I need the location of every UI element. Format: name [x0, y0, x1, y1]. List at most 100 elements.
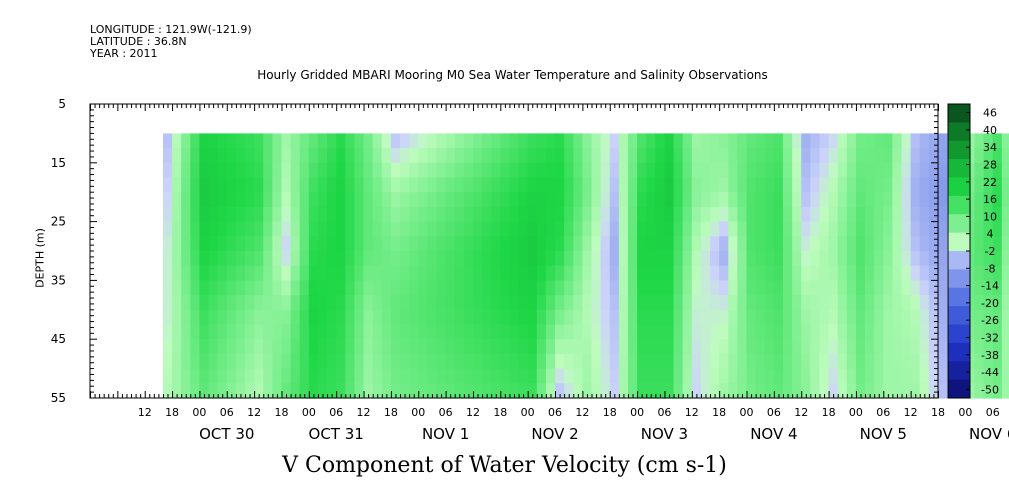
x-hour-label: 00	[958, 406, 972, 419]
heatmap-cell	[1001, 133, 1009, 149]
colorbar-label: 46	[983, 107, 997, 120]
heatmap-cell	[1001, 148, 1009, 164]
heatmap-cell	[172, 148, 182, 164]
heatmap-cell	[728, 295, 738, 311]
heatmap-cell	[1001, 339, 1009, 355]
heatmap-cell	[281, 133, 292, 149]
heatmap-cell	[409, 192, 419, 208]
x-hour-label: 06	[220, 406, 234, 419]
heatmap-cell	[719, 383, 729, 399]
heatmap-cell	[746, 162, 757, 179]
heatmap-cell	[865, 177, 875, 193]
heatmap-cell	[764, 309, 775, 326]
heatmap-cell	[637, 177, 647, 193]
heatmap-cell	[418, 324, 428, 340]
heatmap-cell	[719, 162, 729, 179]
heatmap-cell	[655, 148, 666, 164]
x-hour-label: 12	[904, 406, 918, 419]
heatmap-cell	[719, 192, 729, 208]
heatmap-cell	[846, 148, 857, 164]
heatmap-cell	[673, 265, 684, 281]
heatmap-cell	[217, 221, 228, 237]
heatmap-cell	[928, 265, 939, 281]
heatmap-cell	[555, 177, 565, 193]
heatmap-cell	[865, 265, 875, 281]
heatmap-cell	[482, 309, 492, 326]
heatmap-cell	[345, 177, 356, 193]
heatmap-cell	[819, 295, 830, 311]
heatmap-cell	[327, 192, 337, 208]
heatmap-cell	[855, 177, 866, 193]
heatmap-cell	[837, 177, 848, 193]
heatmap-cell	[746, 206, 757, 223]
heatmap-cell	[773, 324, 784, 340]
heatmap-cell	[664, 324, 675, 340]
heatmap-cell	[245, 162, 255, 179]
heatmap-cell	[235, 280, 246, 296]
heatmap-cell	[573, 177, 583, 193]
heatmap-cell	[472, 295, 483, 311]
heatmap-cell	[883, 383, 894, 399]
heatmap-cell	[892, 206, 903, 223]
x-hour-label: 12	[466, 406, 480, 419]
heatmap-cell	[919, 383, 930, 399]
heatmap-cell	[181, 221, 191, 237]
heatmap-cell	[855, 353, 866, 370]
heatmap-cell	[837, 206, 848, 223]
colorbar-label: 16	[983, 193, 997, 206]
heatmap-cell	[427, 309, 438, 326]
heatmap-cell	[810, 221, 821, 237]
heatmap-cell	[846, 383, 857, 399]
heatmap-cell	[263, 177, 273, 193]
heatmap-cell	[655, 339, 666, 355]
heatmap-cell	[181, 368, 191, 384]
heatmap-cell	[664, 221, 675, 237]
heatmap-cell	[308, 162, 319, 179]
heatmap-cell	[491, 206, 501, 223]
heatmap-cell	[928, 339, 939, 355]
heatmap-cell	[199, 236, 210, 252]
heatmap-cell	[509, 265, 520, 281]
heatmap-cell	[336, 339, 346, 355]
heatmap-cell	[254, 177, 264, 193]
heatmap-cell	[938, 192, 948, 208]
heatmap-cell	[254, 368, 264, 384]
heatmap-cell	[673, 295, 684, 311]
heatmap-cell	[327, 295, 337, 311]
heatmap-cell	[637, 236, 647, 252]
heatmap-cell	[691, 221, 702, 237]
heatmap-cell	[928, 177, 939, 193]
heatmap-cell	[172, 368, 182, 384]
heatmap-cell	[381, 251, 392, 267]
heatmap-cell	[928, 206, 939, 223]
heatmap-cell	[910, 133, 921, 149]
heatmap-cell	[728, 309, 738, 326]
heatmap-cell	[600, 251, 611, 267]
heatmap-cell	[317, 221, 328, 237]
heatmap-cell	[390, 353, 401, 370]
heatmap-cell	[801, 309, 811, 326]
heatmap-cell	[983, 295, 994, 311]
heatmap-cell	[746, 295, 757, 311]
heatmap-cell	[919, 368, 930, 384]
heatmap-cell	[308, 353, 319, 370]
heatmap-cell	[390, 206, 401, 223]
heatmap-cell	[172, 133, 182, 149]
heatmap-cell	[500, 236, 511, 252]
heatmap-cell	[509, 309, 520, 326]
heatmap-cell	[555, 324, 565, 340]
heatmap-cell	[801, 148, 811, 164]
heatmap-cell	[755, 162, 766, 179]
heatmap-cell	[746, 339, 757, 355]
heatmap-cell	[235, 295, 246, 311]
heatmap-cell	[792, 221, 802, 237]
heatmap-cell	[664, 236, 675, 252]
heatmap-cell	[582, 236, 593, 252]
heatmap-cell	[673, 280, 684, 296]
heatmap-cell	[801, 265, 811, 281]
heatmap-cell	[792, 280, 802, 296]
heatmap-cell	[527, 192, 538, 208]
heatmap-cell	[290, 324, 301, 340]
heatmap-cell	[545, 251, 556, 267]
heatmap-cell	[226, 133, 237, 149]
